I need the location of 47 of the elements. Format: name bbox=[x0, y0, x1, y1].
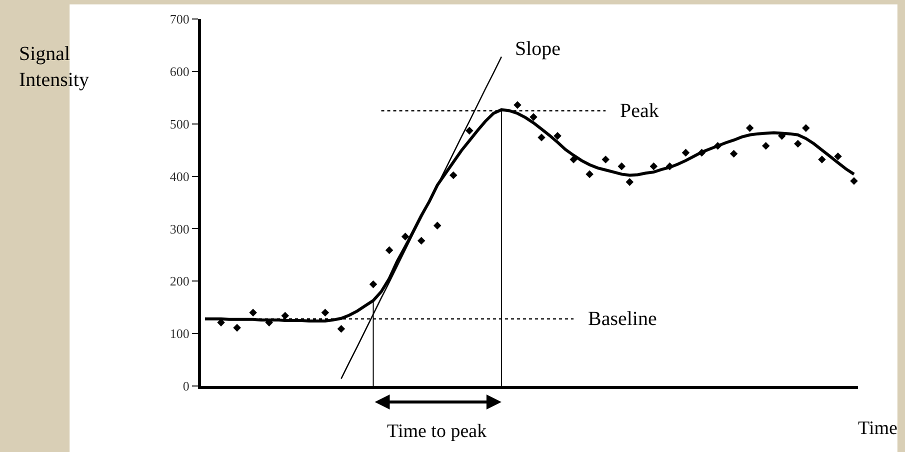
point bbox=[714, 142, 722, 150]
series-label: Baseline bbox=[588, 308, 657, 330]
y-tick-label: 500 bbox=[170, 116, 190, 132]
point bbox=[321, 308, 330, 316]
point bbox=[401, 232, 410, 240]
point bbox=[466, 126, 474, 135]
point bbox=[514, 101, 522, 109]
point bbox=[730, 150, 738, 158]
y-tick-label: 100 bbox=[170, 326, 190, 342]
point bbox=[650, 162, 658, 170]
point bbox=[802, 124, 810, 132]
point bbox=[626, 178, 634, 186]
point bbox=[618, 162, 626, 170]
point bbox=[337, 324, 346, 333]
point bbox=[433, 222, 442, 230]
y-tick-label: 300 bbox=[170, 221, 190, 236]
point bbox=[538, 134, 546, 142]
point bbox=[682, 148, 690, 157]
x-axis-title: Time bbox=[858, 418, 898, 439]
point bbox=[570, 156, 578, 164]
y-tick-label: 700 bbox=[170, 12, 190, 27]
point bbox=[449, 171, 458, 180]
point bbox=[530, 113, 538, 121]
point bbox=[794, 140, 802, 148]
point bbox=[762, 142, 770, 150]
y-tick-label: 600 bbox=[170, 64, 190, 79]
point bbox=[417, 236, 426, 245]
point bbox=[385, 246, 394, 254]
y-tick-label: 0 bbox=[182, 378, 190, 394]
point bbox=[834, 152, 842, 160]
point bbox=[554, 132, 562, 140]
point bbox=[233, 324, 241, 332]
series-label: Peak bbox=[620, 100, 659, 122]
y-tick-label: 200 bbox=[170, 274, 190, 289]
y-axis-title: Signal Intensity bbox=[19, 43, 89, 91]
point bbox=[249, 308, 257, 316]
series-label: Slope bbox=[515, 38, 561, 60]
text: Time to peak bbox=[387, 421, 488, 442]
point bbox=[602, 156, 610, 164]
point bbox=[281, 312, 290, 320]
point bbox=[698, 148, 706, 157]
point bbox=[746, 124, 754, 132]
point bbox=[369, 280, 378, 288]
point bbox=[850, 177, 858, 185]
y-tick-label: 400 bbox=[170, 168, 190, 184]
point bbox=[586, 170, 594, 178]
point bbox=[818, 156, 826, 164]
